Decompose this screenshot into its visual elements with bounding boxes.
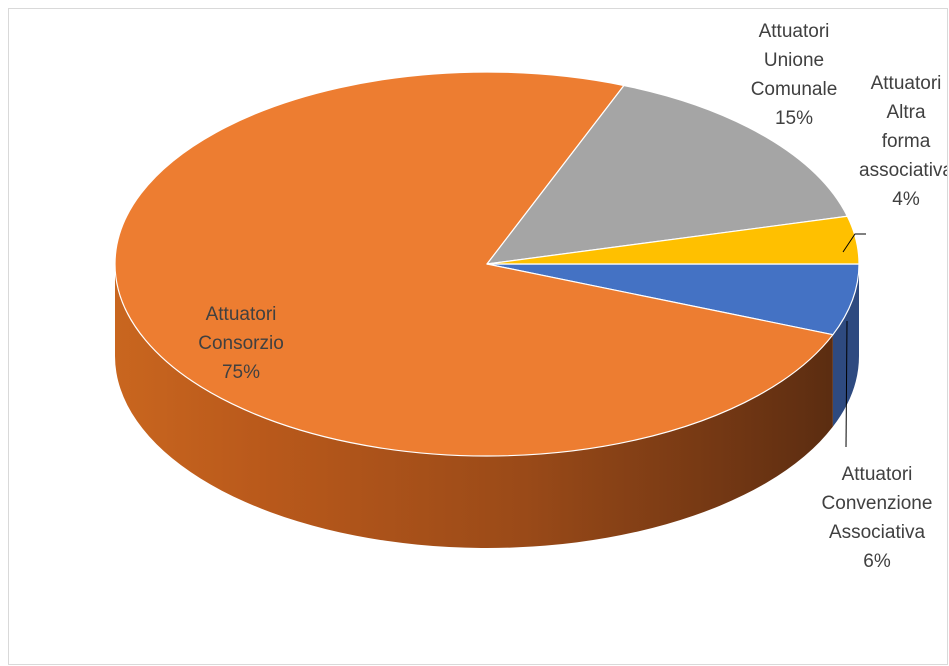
- data-label-category: Attuatori: [842, 464, 913, 485]
- data-label-category: Comunale: [751, 79, 838, 100]
- data-label-category: Altra: [886, 102, 926, 123]
- data-label-category: Convenzione: [822, 493, 933, 514]
- data-label-3: Attuatori Altra forma associativa 4%: [859, 73, 948, 210]
- data-label-value: 75%: [222, 362, 260, 383]
- data-label-value: 6%: [863, 551, 891, 572]
- pie-side-1: [115, 264, 833, 549]
- pie-chart: Attuatori Convenzione Associativa 6%Attuato…: [114, 21, 948, 572]
- data-label-value: 15%: [775, 108, 813, 129]
- leader-line-3: [842, 233, 866, 253]
- data-label-1: Attuatori Consorzio 75%: [198, 304, 284, 383]
- pie-side-0: [832, 264, 859, 427]
- data-label-category: Unione: [764, 50, 824, 71]
- data-label-category: associativa: [859, 160, 948, 181]
- data-label-category: Consorzio: [198, 333, 284, 354]
- data-label-category: forma: [882, 131, 931, 152]
- data-label-value: 4%: [892, 189, 920, 210]
- data-label-0: Attuatori Convenzione Associativa 6%: [822, 464, 933, 572]
- data-label-category: Attuatori: [206, 304, 277, 325]
- pie-slice-3: [486, 215, 860, 265]
- pie-slice-1: [114, 71, 834, 457]
- data-label-category: Attuatori: [871, 73, 942, 94]
- pie-slice-2: [486, 84, 848, 265]
- leader-line-0: [845, 320, 848, 448]
- pie-slice-0: [486, 263, 860, 336]
- data-label-category: Associativa: [829, 522, 926, 543]
- data-label-2: Attuatori Unione Comunale 15%: [751, 21, 838, 129]
- data-label-category: Attuatori: [759, 21, 830, 42]
- chart-area: Attuatori Convenzione Associativa 6% Attuato…: [8, 8, 948, 665]
